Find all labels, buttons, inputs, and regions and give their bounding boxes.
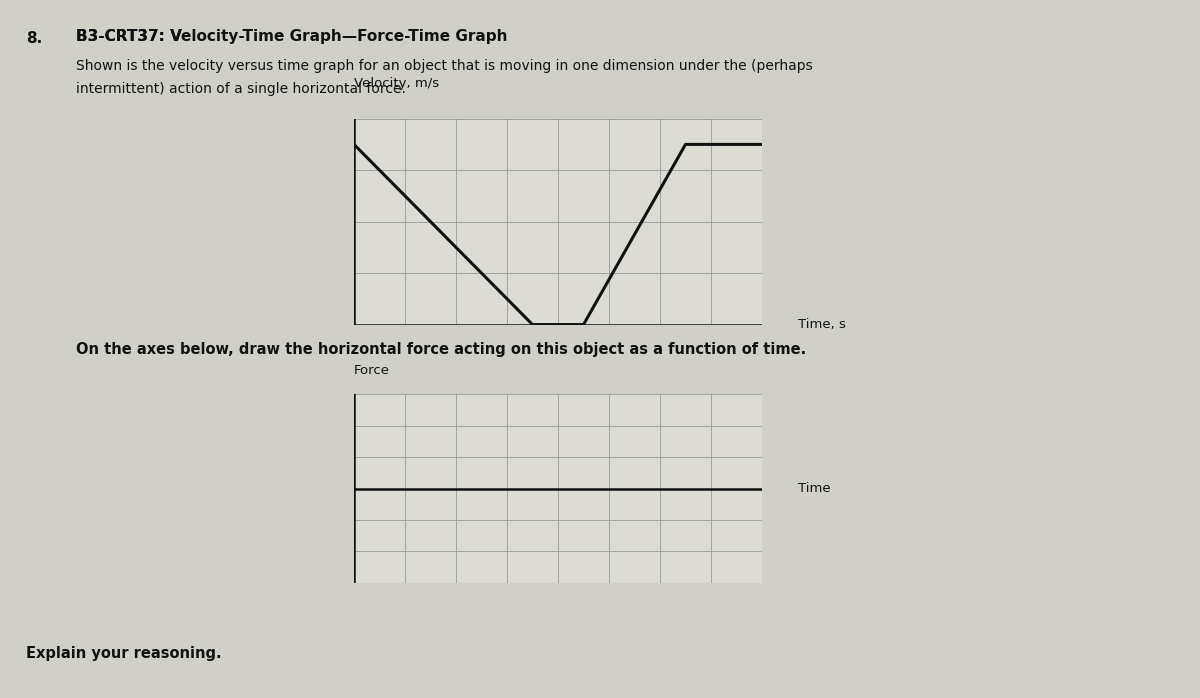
Text: B3-CRT37: Velocity-Time Graph—Force-Time Graph: B3-CRT37: Velocity-Time Graph—Force-Time… — [76, 29, 508, 44]
Text: Time: Time — [798, 482, 830, 495]
Text: On the axes below, draw the horizontal force acting on this object as a function: On the axes below, draw the horizontal f… — [76, 342, 806, 357]
Text: Force: Force — [354, 364, 390, 377]
Text: Shown is the velocity versus time graph for an object that is moving in one dime: Shown is the velocity versus time graph … — [76, 59, 812, 73]
Text: Velocity, m/s: Velocity, m/s — [354, 77, 439, 90]
Text: Time, s: Time, s — [798, 318, 846, 331]
Text: B3-CRT37: V: B3-CRT37: V — [76, 29, 181, 44]
Text: Explain your reasoning.: Explain your reasoning. — [26, 646, 222, 660]
Text: 8.: 8. — [26, 31, 43, 46]
Text: intermittent) action of a single horizontal force.: intermittent) action of a single horizon… — [76, 82, 406, 96]
